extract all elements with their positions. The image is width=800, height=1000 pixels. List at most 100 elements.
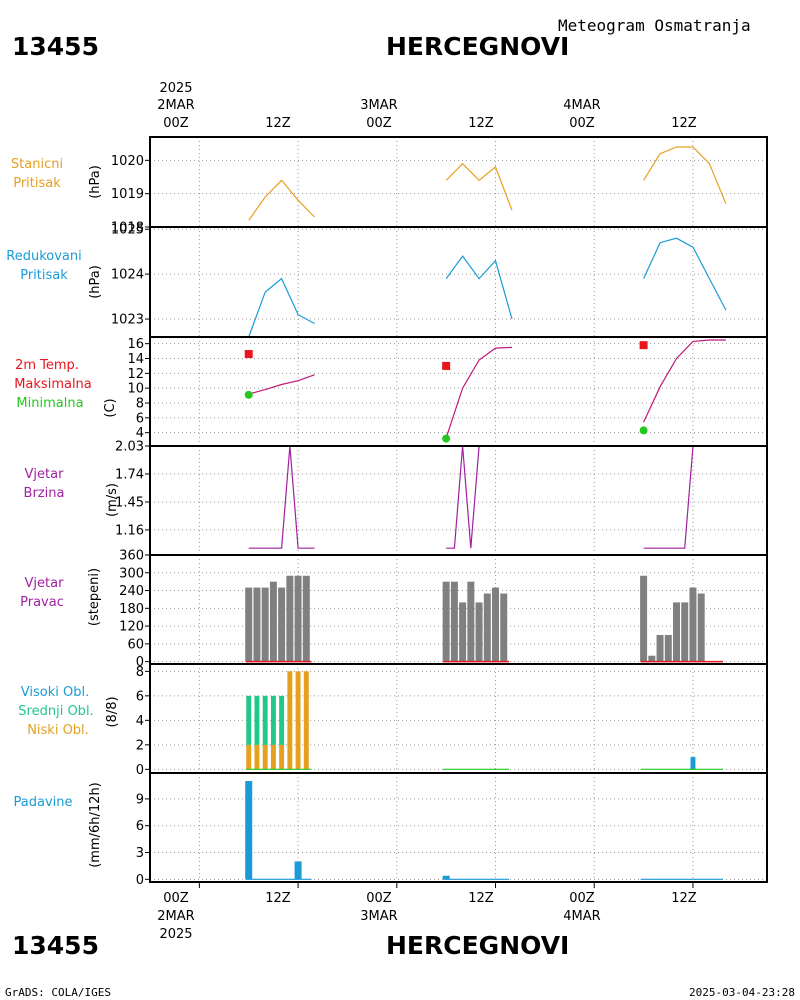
- precip-bar: [245, 781, 253, 880]
- y-tick-label: 16: [127, 337, 144, 352]
- y-tick-label: 12: [127, 367, 144, 382]
- wind-direction-bar: [492, 587, 500, 662]
- min-temp-marker: [244, 390, 253, 399]
- series-line: [445, 162, 513, 211]
- y-tick-label: 1025: [111, 223, 144, 238]
- meteogram-subtitle: Meteogram Osmatranja: [558, 16, 751, 35]
- cloud-bar-segment: [262, 744, 268, 770]
- wind-direction-bar: [253, 587, 261, 662]
- y-tick-label: 360: [119, 549, 144, 564]
- top-time-axis: 2025 2MAR 00Z 12Z 3MAR 00Z 12Z 4MAR 00Z …: [157, 81, 697, 131]
- y-tick-label: 6: [136, 819, 144, 834]
- series-line: [643, 445, 726, 549]
- y-tick-label: 180: [119, 602, 144, 617]
- top-hour-label: 12Z: [671, 116, 697, 131]
- wind-direction-bar: [245, 587, 253, 662]
- cloud-bar-segment: [254, 695, 260, 745]
- max-temp-marker: [442, 361, 451, 370]
- y-tick-label: 4: [136, 426, 144, 441]
- cloud-mid-label: Srednji Obl.: [18, 704, 93, 719]
- plot-area: 101810191020102310241025468101214161.161…: [111, 136, 768, 888]
- y-tick-label: 9: [136, 792, 144, 807]
- bottom-hour-label: 00Z: [366, 891, 392, 906]
- top-day-label: 4MAR: [563, 98, 600, 113]
- bottom-hour-label: 12Z: [468, 891, 494, 906]
- station-pressure-label: Stanicni: [11, 157, 63, 172]
- series-line: [446, 445, 512, 549]
- bottom-hour-label: 12Z: [671, 891, 697, 906]
- cloud-bar-segment: [295, 671, 301, 770]
- wind-direction-bar: [673, 602, 681, 662]
- wind-direction-bar: [681, 602, 689, 662]
- bottom-hour-label: 12Z: [265, 891, 291, 906]
- station-name-bottom: HERCEGNOVI: [386, 931, 569, 960]
- panel-frame: [149, 226, 768, 338]
- series-line: [643, 339, 726, 423]
- series-line: [248, 277, 315, 338]
- y-tick-label: 1024: [111, 268, 144, 283]
- cloud-bar-segment: [690, 757, 696, 770]
- cloud-bar-segment: [246, 744, 252, 770]
- wind-direction-bar: [697, 593, 705, 662]
- clouds-unit: (8/8): [105, 696, 120, 727]
- wind-direction-bar: [640, 575, 648, 662]
- precip-unit: (mm/6h/12h): [88, 782, 103, 868]
- station-name-top: HERCEGNOVI: [386, 32, 569, 61]
- cloud-low-label: Niski Obl.: [27, 723, 89, 738]
- y-tick-label: 120: [119, 620, 144, 635]
- wind-direction-bar: [261, 587, 269, 662]
- wind-speed-unit: (m/s): [105, 483, 120, 517]
- y-tick-label: 0: [136, 763, 144, 778]
- y-tick-label: 300: [119, 566, 144, 581]
- y-tick-label: 1018: [111, 221, 144, 236]
- station-pressure-unit: (hPa): [88, 165, 103, 199]
- wind-direction-bar: [450, 581, 458, 662]
- bottom-day-label: 3MAR: [360, 909, 397, 924]
- wind-direction-bar: [269, 581, 277, 662]
- series-line: [643, 146, 727, 204]
- wind-direction-bar: [648, 655, 656, 662]
- wind-direction-unit: (stepeni): [87, 568, 102, 626]
- y-tick-label: 0: [136, 655, 144, 670]
- cloud-bar-segment: [279, 744, 285, 770]
- footer-timestamp: 2025-03-04-23:28: [689, 986, 795, 999]
- cloud-bar-segment: [270, 744, 276, 770]
- max-temp-marker: [639, 341, 648, 350]
- panel-frame: [149, 772, 768, 883]
- wind-direction-bar: [459, 602, 467, 662]
- y-tick-label: 240: [119, 584, 144, 599]
- y-tick-label: 1.74: [115, 467, 144, 482]
- series-line: [248, 445, 315, 549]
- bottom-year-label: 2025: [159, 927, 192, 942]
- y-tick-label: 14: [127, 352, 144, 367]
- y-tick-label: 1019: [111, 187, 144, 202]
- top-hour-label: 00Z: [163, 116, 189, 131]
- panel-frame: [149, 663, 768, 774]
- y-tick-label: 60: [127, 637, 144, 652]
- footer-credit: GrADS: COLA/IGES: [5, 986, 111, 999]
- panel-frame: [149, 336, 768, 447]
- wind-direction-bar: [500, 593, 508, 662]
- wind-direction-label: Vjetar: [25, 576, 65, 591]
- wind-direction-bar: [278, 587, 286, 662]
- precip-bar: [294, 861, 302, 880]
- bottom-day-label: 4MAR: [563, 909, 600, 924]
- bottom-day-label: 2MAR: [157, 909, 194, 924]
- y-tick-label: 3: [136, 846, 144, 861]
- top-day-label: 3MAR: [360, 98, 397, 113]
- precip-bar: [442, 875, 450, 880]
- y-tick-label: 4: [136, 714, 144, 729]
- temp-max-label: Maksimalna: [14, 377, 92, 392]
- panel-labels: Stanicni Pritisak Redukovani Pritisak 2m…: [6, 157, 93, 810]
- cloud-bar-segment: [279, 695, 285, 745]
- y-tick-label: 6: [136, 411, 144, 426]
- min-temp-marker: [442, 434, 451, 443]
- cloud-high-label: Visoki Obl.: [21, 685, 89, 700]
- cloud-bar-segment: [254, 744, 260, 770]
- cloud-bar-segment: [303, 671, 309, 770]
- wind-direction-bar: [664, 634, 672, 662]
- reduced-pressure-label: Pritisak: [20, 268, 68, 283]
- wind-direction-bar: [475, 602, 483, 662]
- wind-direction-bar: [442, 581, 450, 662]
- y-tick-label: 2: [136, 738, 144, 753]
